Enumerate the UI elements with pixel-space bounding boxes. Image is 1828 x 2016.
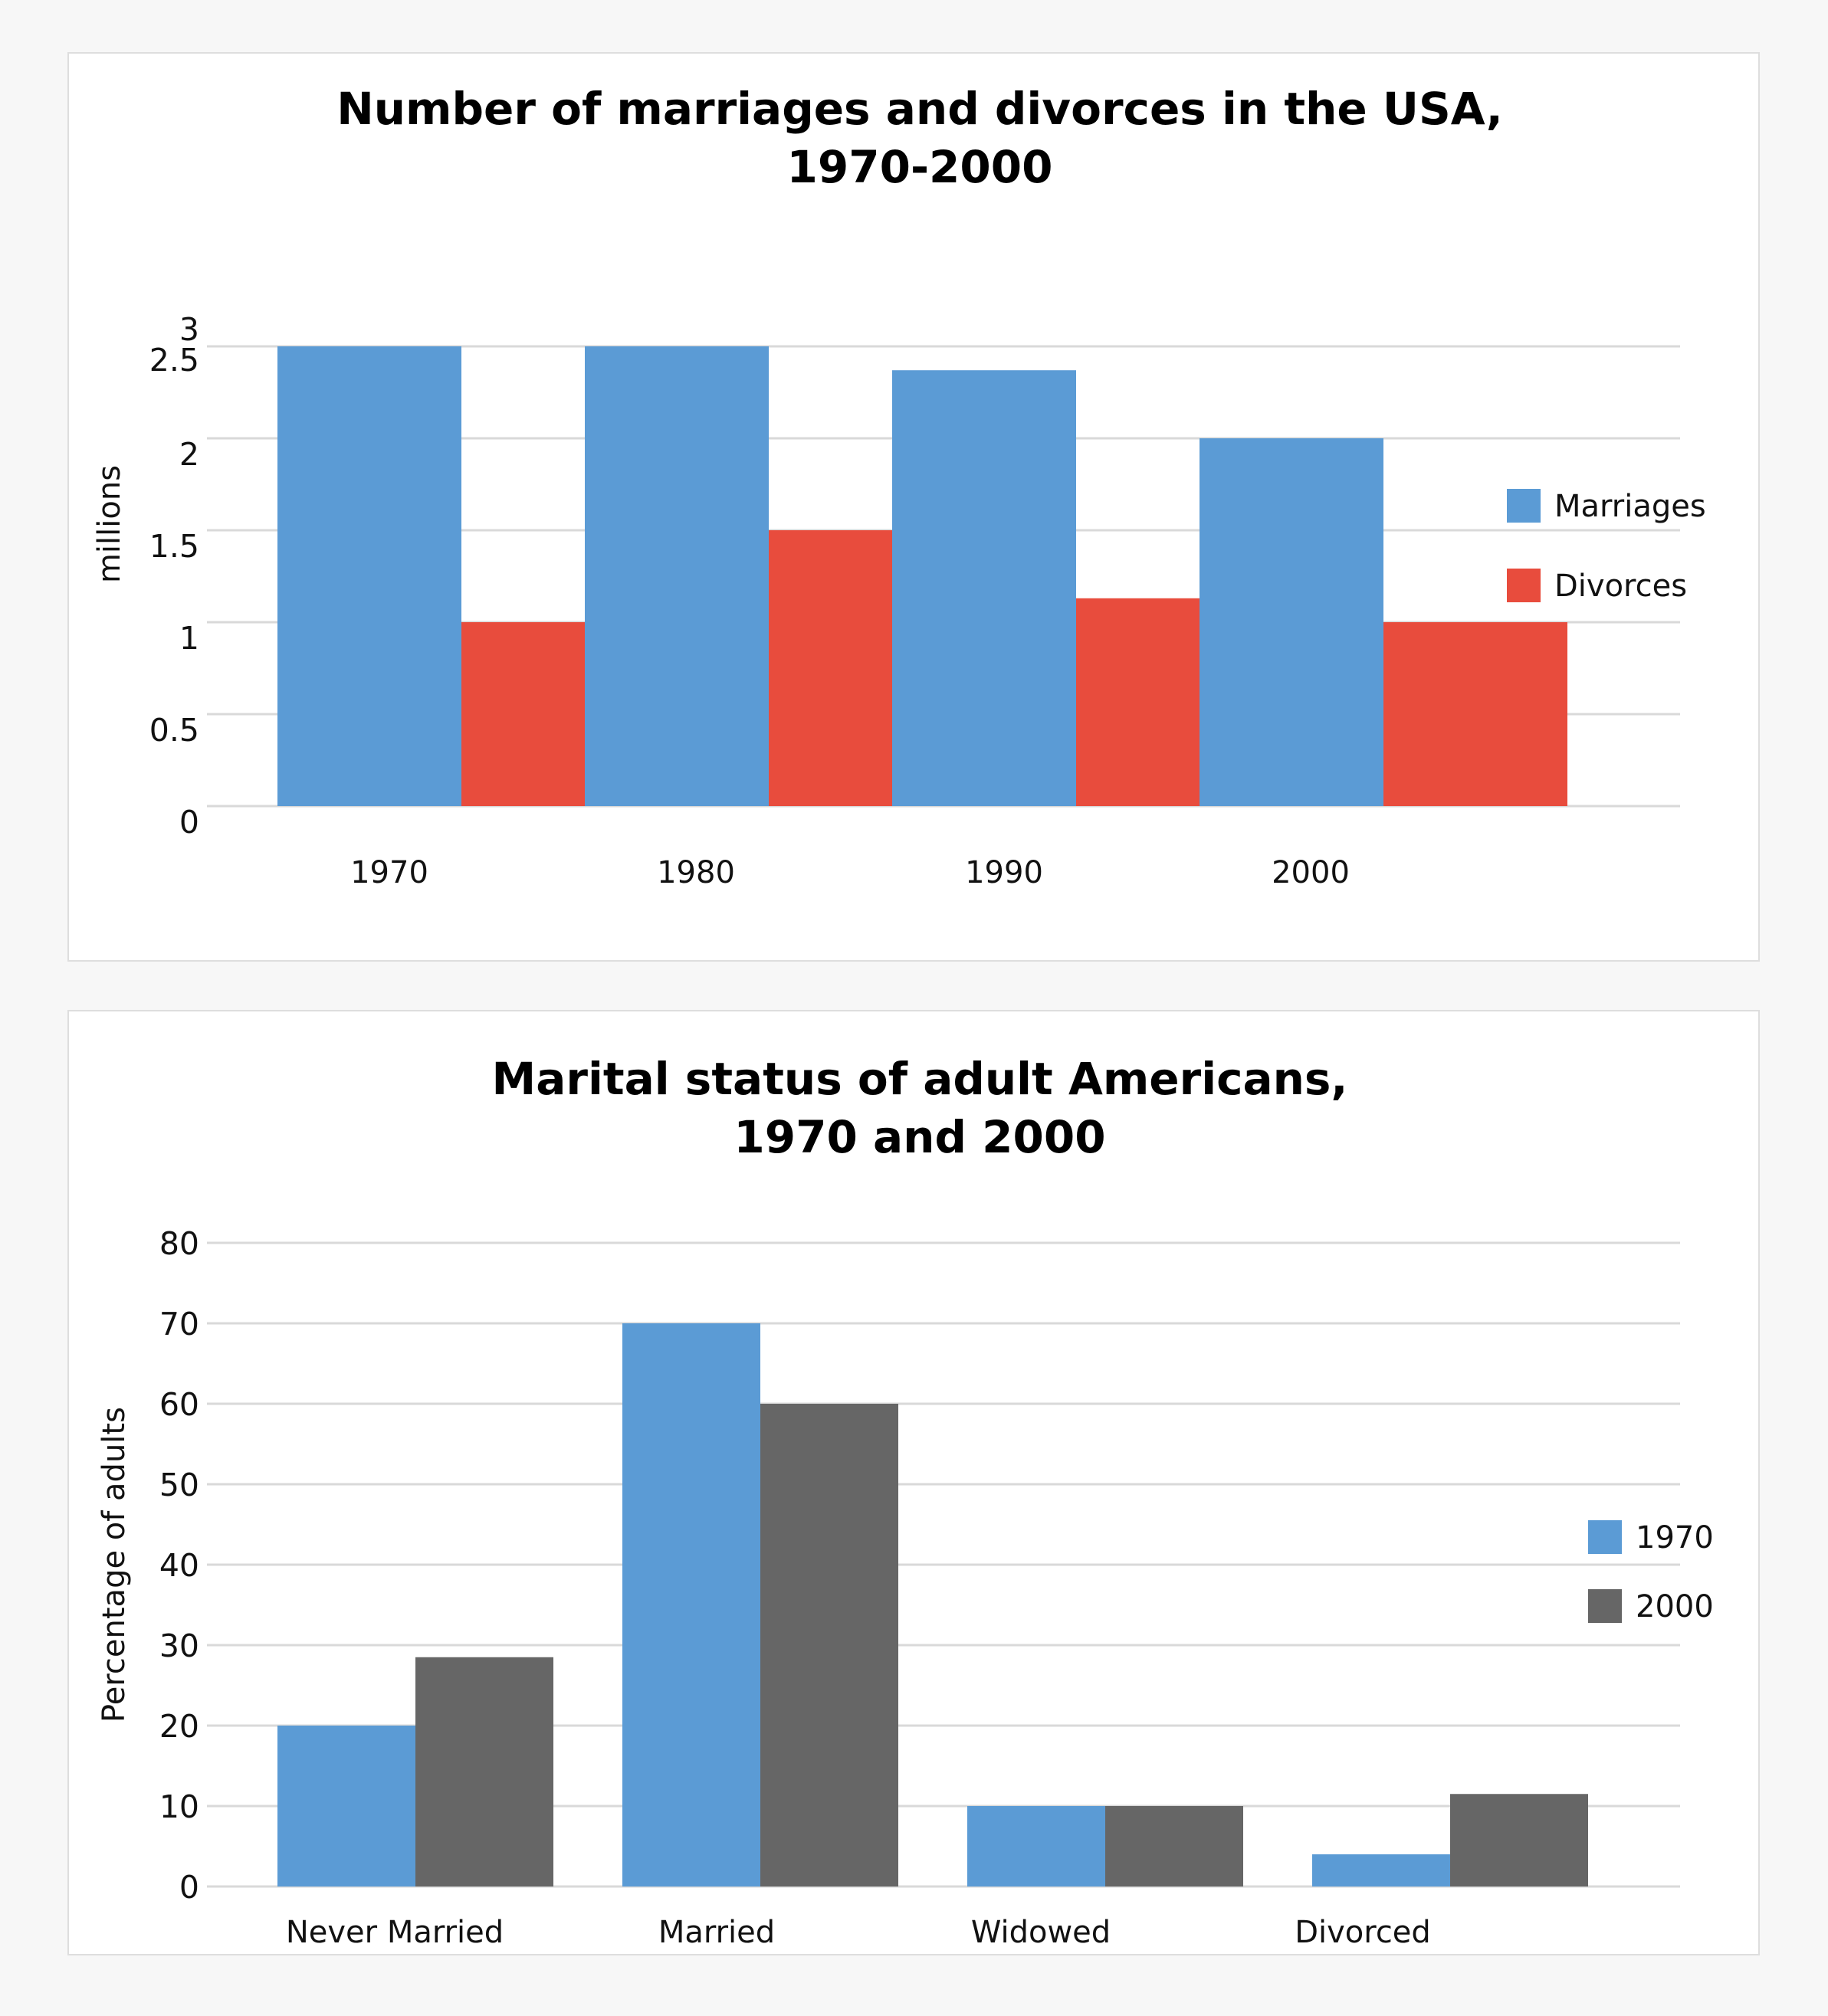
y-axis-title: millions [92,465,127,583]
legend-label: 1970 [1636,1520,1714,1555]
chart-panel-marital-status: Marital status of adult Americans, 1970 a… [67,1010,1760,1955]
bar-2000 [1450,1794,1588,1887]
y-tick-label: 1.5 [149,528,199,565]
bar-1970 [1312,1854,1450,1887]
y-tick-label: 20 [159,1708,199,1745]
bar-2000 [415,1657,553,1887]
legend-swatch [1588,1520,1622,1554]
x-category-label: Never Married [286,1915,504,1950]
chart-title: Marital status of adult Americans, [492,1053,1348,1105]
chart-marriages-divorces: Number of marriages and divorces in the … [92,83,1706,890]
chart-panel-marriages-divorces: Number of marriages and divorces in the … [67,52,1760,962]
chart-title: Number of marriages and divorces in the … [336,83,1503,135]
legend-label: 2000 [1636,1589,1714,1624]
x-category-label: Divorced [1295,1915,1431,1950]
y-axis-title: Percentage of adults [97,1407,132,1723]
x-category-label: Widowed [971,1915,1111,1950]
legend-swatch [1588,1589,1622,1623]
y-tick-label: 1 [179,620,199,657]
y-tick-label: 3 [179,311,199,348]
legend-swatch [1507,489,1541,523]
y-tick-label: 80 [159,1225,199,1262]
legend-label: Divorces [1554,569,1687,604]
y-tick-label: 0 [179,804,199,841]
y-tick-label: 0.5 [149,712,199,749]
y-tick-label: 40 [159,1547,199,1584]
legend-swatch [1507,569,1541,602]
bar-2000 [1105,1806,1243,1887]
bar-1970 [277,1726,415,1887]
bar-2000 [760,1404,898,1887]
bar-marriages [277,346,461,806]
chart-title: 1970 and 2000 [733,1111,1105,1163]
y-tick-label: 2 [179,436,199,473]
y-tick-label: 50 [159,1467,199,1503]
bar-divorces [1383,622,1567,806]
chart-title: 1970-2000 [787,141,1053,193]
y-tick-label: 10 [159,1788,199,1825]
bar-marriages [585,346,769,806]
bar-1970 [967,1806,1105,1887]
x-category-label: Married [658,1915,775,1950]
y-tick-label: 70 [159,1306,199,1342]
bar-marriages [1200,438,1383,806]
x-category-label: 1990 [965,855,1043,890]
chart-marital-status: Marital status of adult Americans, 1970 a… [97,1053,1714,1950]
x-category-label: 1980 [657,855,735,890]
y-tick-label: 30 [159,1628,199,1664]
y-tick-label: 60 [159,1386,199,1423]
legend-label: Marriages [1554,489,1706,524]
x-category-label: 1970 [350,855,428,890]
y-tick-label: 2.5 [149,342,199,379]
y-tick-label: 0 [179,1869,199,1906]
bar-marriages [892,370,1076,806]
x-category-label: 2000 [1272,855,1350,890]
bar-1970 [622,1323,760,1887]
